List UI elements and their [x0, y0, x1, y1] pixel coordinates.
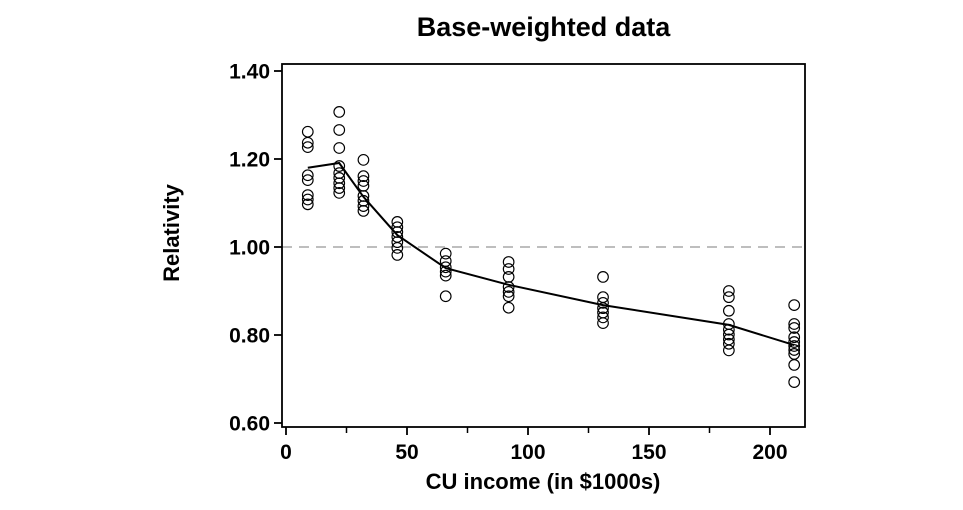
scatter-point	[439, 269, 452, 282]
scatter-point	[722, 291, 735, 304]
scatter-point	[301, 125, 314, 138]
y-tick-label: 1.00	[229, 237, 270, 260]
scatter-point	[333, 142, 346, 154]
scatter-point	[301, 141, 314, 153]
scatter-point	[301, 174, 314, 186]
scatter-point	[391, 221, 404, 234]
scatter-point	[597, 302, 609, 315]
scatter-point	[301, 193, 314, 206]
scatter-point	[502, 263, 515, 275]
scatter-point	[788, 336, 801, 348]
scatter-point	[357, 170, 370, 183]
plot-frame	[281, 63, 806, 428]
x-axis-title: CU income (in $1000s)	[425, 469, 661, 494]
scatter-point	[391, 249, 404, 261]
scatter-point	[333, 124, 346, 136]
scatter-point	[502, 290, 515, 303]
scatter-point	[722, 337, 735, 350]
y-tick-label: 1.40	[229, 61, 270, 84]
scatter-point	[357, 175, 370, 187]
scatter-point	[357, 154, 370, 166]
scatter-point	[301, 136, 314, 149]
scatter-point	[722, 328, 735, 341]
scatter-point	[788, 340, 801, 352]
scatter-point	[722, 285, 735, 297]
scatter-point	[788, 318, 801, 330]
y-tick-label: 1.20	[229, 149, 270, 172]
y-tick-label: 0.60	[229, 413, 270, 436]
x-tick-label: 50	[395, 441, 418, 464]
scatter-point	[357, 200, 370, 212]
scatter-point	[333, 160, 346, 172]
scatter-point	[301, 189, 314, 201]
scatter-point	[502, 256, 515, 268]
scatter-point	[333, 182, 346, 194]
scatter-point	[502, 271, 515, 283]
scatter-point	[439, 290, 452, 303]
scatter-point	[333, 177, 346, 190]
scatter-point	[788, 376, 801, 388]
scatter-point	[722, 344, 735, 357]
scatter-point	[502, 301, 515, 314]
x-tick-label: 100	[510, 441, 545, 464]
scatter-point	[788, 299, 801, 311]
scatter-point	[597, 297, 609, 309]
x-tick-label: 0	[280, 441, 292, 464]
scatter-point	[502, 286, 515, 298]
scatter-point	[788, 322, 801, 334]
scatter-point	[391, 236, 404, 249]
scatter-point	[502, 281, 515, 293]
scatter-point	[301, 198, 314, 211]
scatter-point	[357, 205, 370, 217]
trend-line	[307, 161, 795, 347]
scatter-point	[439, 261, 452, 274]
scatter-point	[301, 169, 314, 182]
scatter-point	[333, 106, 346, 118]
scatter-point	[722, 304, 735, 317]
scatter-point	[391, 242, 404, 254]
scatter-point	[333, 187, 346, 199]
scatter-point	[439, 247, 452, 260]
scatter-point	[597, 271, 609, 283]
y-tick-label: 0.80	[229, 325, 270, 348]
scatter-point	[597, 317, 609, 329]
scatter-point	[788, 359, 801, 371]
scatter-point	[439, 265, 452, 278]
x-tick-label: 150	[631, 441, 666, 464]
scatter-point	[788, 331, 801, 344]
chart-title: Base-weighted data	[416, 12, 671, 42]
scatter-point	[597, 311, 609, 324]
x-tick-label: 200	[752, 441, 787, 464]
